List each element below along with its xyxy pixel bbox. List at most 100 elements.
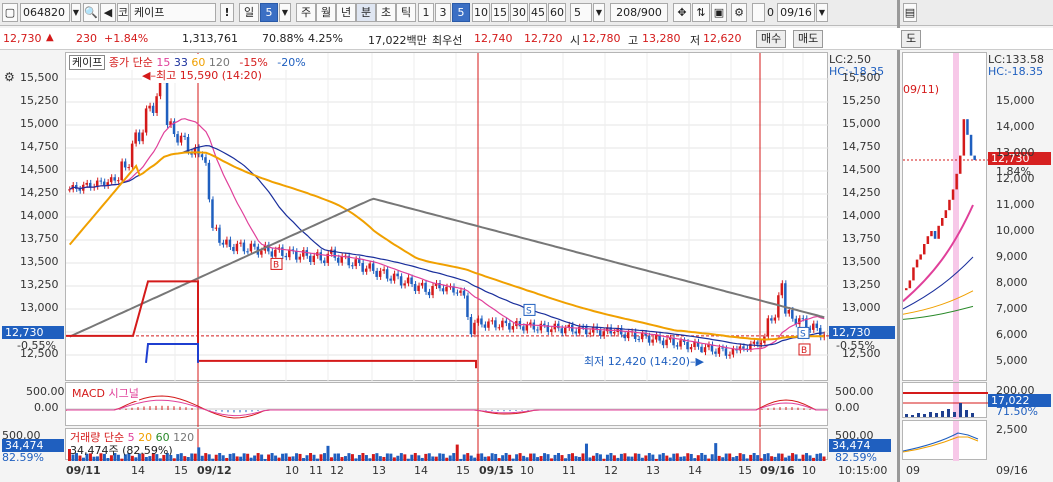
volume-bar	[473, 457, 477, 461]
minute-1-button[interactable]: 1	[418, 3, 434, 22]
right-volume-pane[interactable]	[902, 382, 988, 419]
search-icon[interactable]: 🔍	[83, 3, 99, 22]
volume-bar	[434, 456, 438, 461]
candle	[476, 318, 480, 323]
right-date-note: 09/11)	[903, 83, 939, 96]
right-price-canvas[interactable]	[903, 53, 988, 382]
right-lower-canvas[interactable]	[903, 421, 988, 461]
right-lower-pane[interactable]	[902, 420, 988, 461]
volume-bar	[808, 455, 812, 461]
sell-button[interactable]: 매도	[793, 30, 824, 48]
candle	[235, 243, 239, 252]
volume-bar	[651, 454, 655, 461]
period-minute-button[interactable]: 분	[356, 3, 376, 22]
legend-pct-20: -20%	[277, 56, 306, 69]
candle	[717, 347, 721, 354]
time-axis-tick: 14	[688, 464, 702, 477]
right-price-tick: 14,250	[842, 186, 881, 199]
volume-bar	[218, 453, 222, 461]
candle	[756, 341, 759, 345]
market-prefix[interactable]: 코	[117, 3, 129, 22]
axis-settings-icon[interactable]: ⚙	[4, 70, 15, 84]
candle	[529, 322, 532, 325]
macd-pane[interactable]: MACD 시그널	[65, 382, 829, 427]
volume-bar	[357, 454, 361, 461]
candle	[340, 256, 343, 263]
volume-bar	[403, 454, 407, 461]
volume-bar	[235, 456, 239, 461]
stock-name-field[interactable]: 케이프	[130, 3, 216, 22]
right-chart-tick: 12,000	[996, 172, 1035, 185]
candle	[686, 342, 689, 350]
date-input[interactable]: 09/16	[777, 3, 815, 22]
period-dropdown-icon[interactable]: ▼	[279, 3, 291, 22]
period-second-button[interactable]: 초	[376, 3, 396, 22]
volume-bar	[361, 453, 365, 461]
minute-30-button[interactable]: 30	[510, 3, 528, 22]
save-icon[interactable]: ▣	[711, 3, 727, 22]
volume-bar	[144, 457, 148, 461]
signal-line	[66, 399, 828, 417]
volume-bar	[148, 456, 152, 461]
volume-bar	[689, 453, 693, 461]
right-sell-tab[interactable]: 도	[901, 30, 922, 48]
buy-button[interactable]: 매수	[756, 30, 787, 48]
stock-code-input[interactable]: 064820	[20, 3, 70, 22]
minute-3-button[interactable]: 3	[435, 3, 451, 22]
gear-icon[interactable]: ⚙	[731, 3, 747, 22]
window-icon[interactable]: ▢	[2, 3, 18, 22]
period-count[interactable]: 5	[260, 3, 278, 22]
volume-bar	[302, 458, 306, 461]
volume-bar	[214, 454, 218, 461]
candle	[707, 344, 710, 348]
time-axis-tick: 12	[604, 464, 618, 477]
right-candle	[951, 189, 955, 200]
minute-60-button[interactable]: 60	[548, 3, 566, 22]
minute-10-button[interactable]: 10	[472, 3, 490, 22]
candle	[106, 182, 109, 186]
period-day-button[interactable]: 일	[239, 3, 259, 22]
volume-canvas[interactable]	[66, 429, 829, 461]
period-month-button[interactable]: 월	[316, 3, 336, 22]
candle	[298, 256, 302, 260]
right-candle	[962, 119, 966, 156]
volume-bar	[382, 456, 386, 461]
candle	[127, 167, 130, 169]
candle	[123, 161, 127, 168]
right-price-chart-pane[interactable]: 09/11)	[902, 52, 988, 382]
highlight-band	[953, 421, 959, 461]
right-candle	[926, 236, 930, 244]
view-count-dropdown-icon[interactable]: ▼	[593, 3, 605, 22]
candle	[85, 182, 88, 185]
right-candle	[969, 134, 973, 156]
view-count-input[interactable]: 5	[570, 3, 592, 22]
compare-icon[interactable]: ⇅	[692, 3, 710, 22]
volume-bar	[756, 455, 760, 461]
alert-icon[interactable]: !	[220, 3, 234, 22]
volume-bar	[267, 454, 271, 461]
crosshair-icon[interactable]: ✥	[673, 3, 691, 22]
volume-bar	[658, 454, 662, 461]
minute-45-button[interactable]: 45	[529, 3, 547, 22]
volume-pane[interactable]: 거래량 단순 5 20 60 120 34,474주 (82.59%)	[65, 428, 829, 461]
candle	[211, 199, 214, 228]
chevron-left-icon[interactable]: ◀	[100, 3, 116, 22]
code-dropdown-icon[interactable]: ▼	[71, 3, 81, 22]
right-window-icon[interactable]: ▤	[903, 3, 917, 22]
minute-5-button[interactable]: 5	[452, 3, 470, 22]
volume-bar	[74, 453, 78, 461]
minute-15-button[interactable]: 15	[491, 3, 509, 22]
right-lc-label: LC:133.58	[988, 53, 1045, 66]
date-dropdown-icon[interactable]: ▼	[816, 3, 828, 22]
right-volume-canvas[interactable]	[903, 383, 988, 419]
volume-bar	[532, 453, 536, 461]
split-divider[interactable]	[897, 0, 900, 482]
macd-canvas[interactable]	[66, 383, 829, 427]
period-year-button[interactable]: 년	[336, 3, 356, 22]
volume-bar	[487, 456, 491, 461]
period-week-button[interactable]: 주	[296, 3, 316, 22]
date-checkbox[interactable]	[752, 3, 765, 22]
period-tick-button[interactable]: 틱	[396, 3, 416, 22]
